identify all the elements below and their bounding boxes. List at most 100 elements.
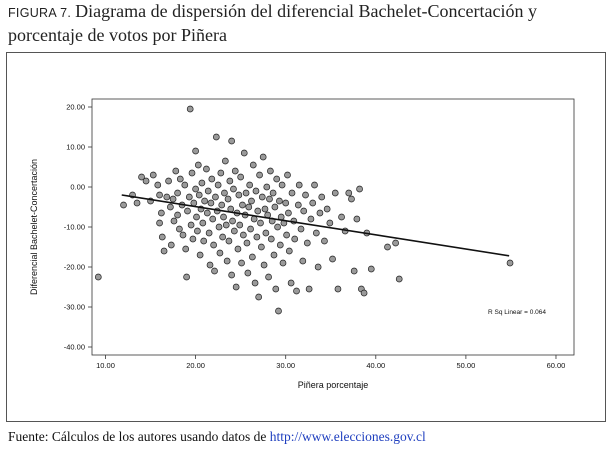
scatter-point	[240, 149, 248, 157]
y-tick-label: 10.00	[66, 143, 85, 152]
scatter-point	[219, 233, 226, 241]
scatter-point	[204, 187, 212, 195]
plot-area	[91, 98, 575, 356]
scatter-point	[506, 259, 514, 267]
y-tick-label: -20.00	[64, 263, 85, 272]
scatter-point	[252, 187, 260, 195]
scatter-point	[367, 265, 375, 273]
scatter-point	[273, 175, 281, 183]
scatter-point	[160, 247, 168, 255]
scatter-point	[142, 177, 150, 185]
scatter-point	[395, 275, 403, 283]
scatter-point	[245, 203, 253, 211]
scatter-point	[244, 269, 252, 277]
scatter-point	[294, 201, 302, 209]
scatter-point	[326, 219, 334, 227]
scatter-point	[224, 195, 232, 203]
scatter-point	[179, 231, 187, 239]
scatter-point	[120, 201, 127, 209]
scatter-point	[138, 173, 145, 181]
scatter-point	[279, 259, 287, 267]
scatter-point	[154, 181, 162, 189]
scatter-point	[158, 209, 165, 217]
y-tick-label: -40.00	[64, 343, 85, 352]
scatter-point	[235, 191, 243, 199]
scatter-point	[217, 169, 225, 177]
scatter-point	[323, 205, 331, 213]
scatter-point	[267, 167, 274, 175]
scatter-point	[329, 255, 336, 263]
scatter-point	[216, 249, 224, 257]
scatter-point	[256, 171, 263, 179]
scatter-point	[200, 237, 208, 245]
scatter-point	[195, 191, 203, 199]
scatter-point	[156, 219, 163, 227]
scatter-point	[260, 261, 268, 269]
x-tick-label: 30.00	[276, 361, 295, 370]
scatter-point	[275, 307, 282, 315]
scatter-point	[243, 239, 251, 247]
scatter-point	[318, 193, 326, 201]
source-link[interactable]: http://www.elecciones.gov.cl	[269, 429, 426, 444]
scatter-point	[167, 203, 174, 211]
scatter-point	[236, 221, 244, 229]
scatter-point	[316, 209, 324, 217]
scatter-point	[272, 285, 280, 293]
scatter-point	[356, 185, 363, 193]
points-layer	[94, 105, 514, 315]
y-tick-label: 0.00	[70, 183, 85, 192]
figure-title-text: Diagrama de dispersión del diferencial B…	[8, 1, 537, 45]
scatter-point	[194, 161, 202, 169]
scatter-point	[299, 257, 307, 265]
scatter-point	[242, 189, 250, 197]
ticks-layer: 20.00 10.00 0.00 -10.00 -20.00 -30.00 -40.00 10…	[64, 98, 575, 370]
scatter-point	[226, 177, 234, 185]
scatter-point	[211, 267, 218, 275]
scatter-point	[220, 213, 227, 221]
scatter-point	[189, 235, 197, 243]
scatter-point	[196, 251, 204, 259]
scatter-point	[230, 227, 238, 235]
scatter-point	[183, 273, 190, 281]
scatter-point	[265, 273, 272, 281]
scatter-point	[295, 181, 303, 189]
scatter-point	[303, 239, 311, 247]
scatter-point	[221, 157, 229, 165]
scatter-point	[170, 217, 178, 225]
scatter-point	[176, 225, 183, 233]
scatter-point	[225, 237, 233, 245]
scatter-point	[212, 193, 219, 201]
scatter-point	[302, 191, 309, 199]
scatter-point	[331, 189, 339, 197]
scatter-point	[267, 235, 275, 243]
scatter-point	[392, 239, 399, 247]
scatter-point	[297, 225, 305, 233]
x-tick-label: 60.00	[547, 361, 566, 370]
source-prefix: Fuente: Cálculos de los autores usando d…	[8, 429, 270, 444]
scatter-point	[133, 199, 141, 207]
x-tick-label: 40.00	[366, 361, 385, 370]
figure-label: FIGURA 7.	[8, 6, 72, 20]
scatter-point	[278, 181, 286, 189]
x-axis-label: Piñera porcentaje	[298, 380, 369, 390]
scatter-point	[249, 253, 256, 261]
scatter-point	[167, 241, 175, 249]
scatter-point	[210, 241, 217, 249]
scatter-point	[172, 167, 180, 175]
scatter-point	[194, 227, 201, 235]
scatter-point	[247, 225, 254, 233]
scatter-point	[253, 233, 261, 241]
scatter-point	[174, 189, 181, 197]
scatter-point	[222, 221, 230, 229]
scatter-point	[348, 195, 355, 203]
scatter-point	[350, 267, 358, 275]
r-squared-annotation: R Sq Linear = 0.064	[488, 309, 546, 316]
scatter-point	[238, 259, 245, 267]
scatter-point	[258, 243, 265, 251]
scatter-point	[203, 209, 211, 217]
scatter-point	[262, 229, 270, 237]
scatter-point	[230, 185, 237, 193]
scatter-point	[312, 229, 320, 237]
scatter-point	[231, 167, 239, 175]
scatter-point	[258, 193, 266, 201]
